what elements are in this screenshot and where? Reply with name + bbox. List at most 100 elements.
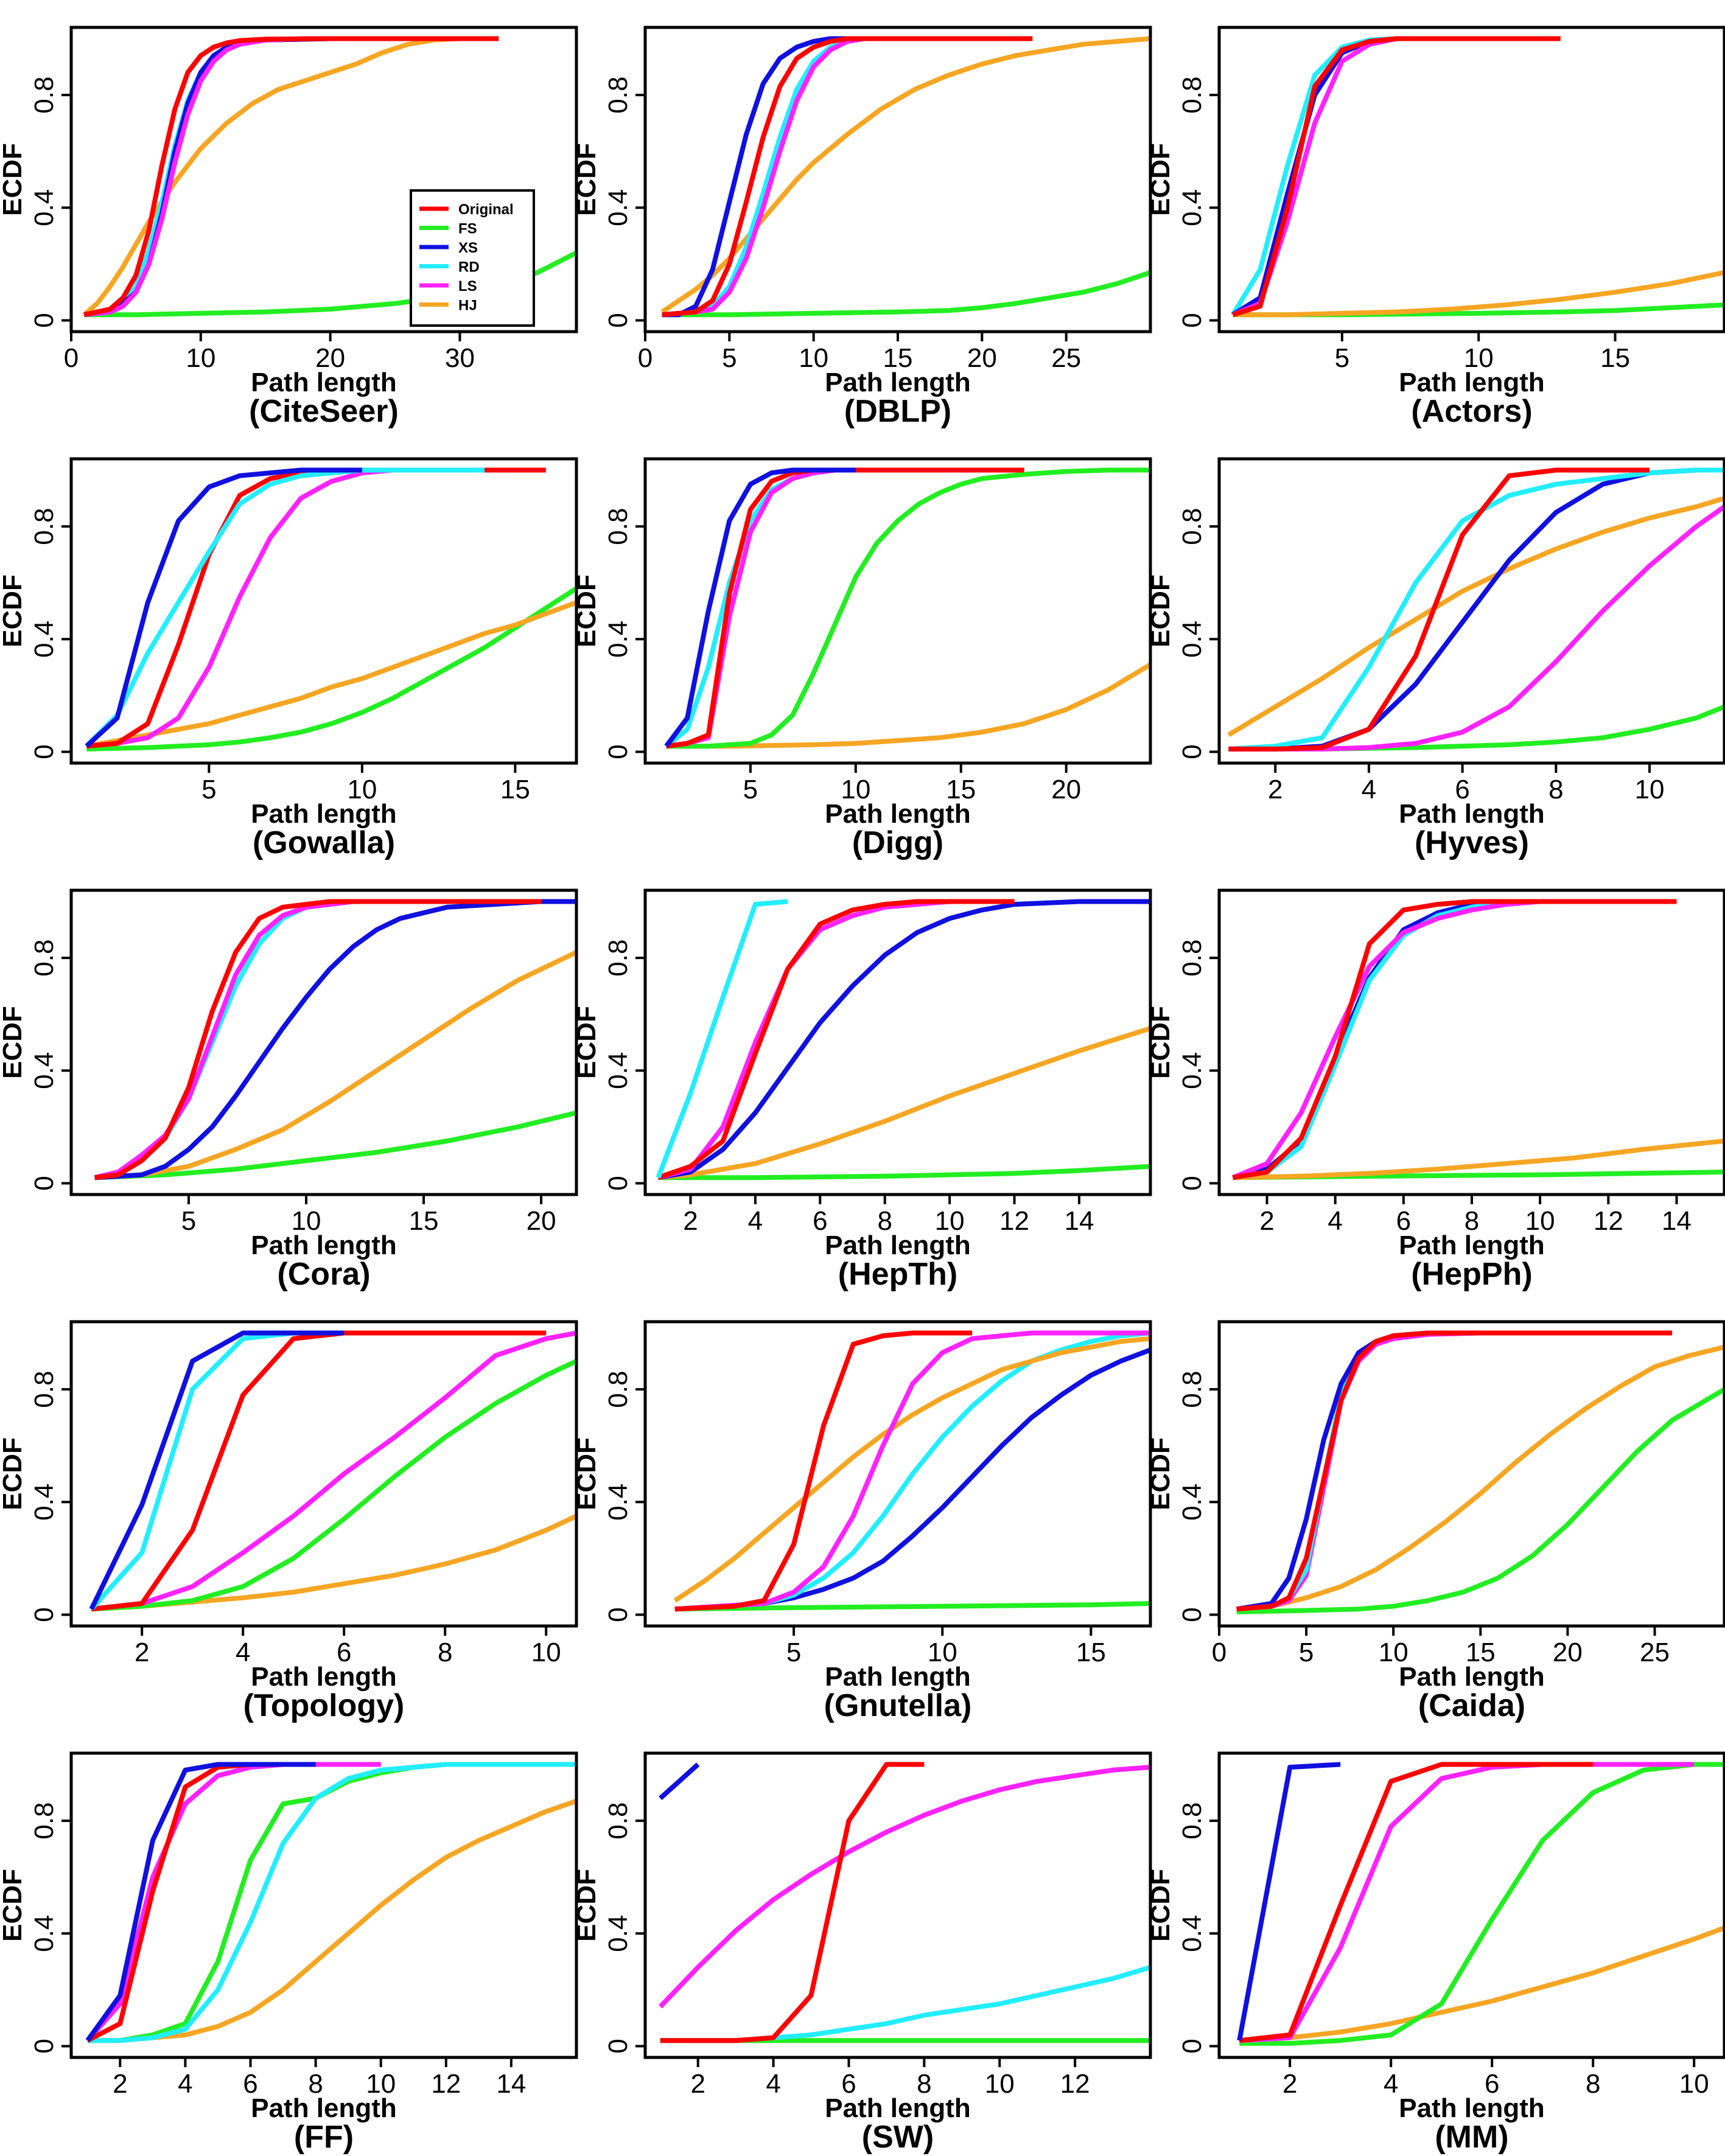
x-tick-label: 10 (1464, 343, 1494, 373)
series-original-line (674, 1330, 973, 1612)
series-xs-line (1237, 1762, 1341, 2041)
x-tick-label: 8 (1464, 1206, 1479, 1236)
y-tick-label: 0 (603, 313, 633, 327)
series-group (85, 467, 576, 752)
series-hj-line (1233, 270, 1724, 318)
x-tick-label: 14 (1064, 1206, 1094, 1236)
plot-frame (1217, 26, 1725, 333)
series-original-line (1236, 1330, 1673, 1612)
series-hj-line (1227, 495, 1724, 738)
x-tick-label: 8 (438, 1638, 452, 1667)
series-hj-line (82, 36, 460, 317)
y-tick-label: 0.4 (29, 621, 59, 658)
y-axis-title: ECDF (0, 143, 27, 216)
y-tick-label: 0.4 (603, 1915, 633, 1952)
series-group (94, 899, 576, 1181)
x-tick-label: 6 (337, 1638, 351, 1667)
y-axis-title: ECDF (1146, 1437, 1175, 1510)
series-xs-line (83, 36, 396, 318)
series-group (660, 36, 1150, 318)
x-tick-label: 14 (1662, 1206, 1692, 1236)
legend-label-fs: FS (458, 221, 477, 237)
plot-frame (1217, 1320, 1725, 1628)
x-tick-label: 20 (967, 343, 997, 373)
x-tick-label: 2 (1268, 775, 1282, 804)
y-tick-label: 0 (603, 2039, 633, 2053)
x-tick-label: 20 (1051, 775, 1081, 804)
plot-frame (1217, 457, 1725, 765)
y-tick-label: 0 (29, 1607, 59, 1622)
y-axis-title: ECDF (572, 574, 601, 647)
x-axis-title: Path length (1399, 1662, 1545, 1692)
series-original-line (662, 36, 1033, 318)
x-tick-label: 30 (445, 343, 475, 373)
legend-label-ls: LS (458, 278, 477, 295)
x-tick-label: 10 (928, 1638, 957, 1667)
panel-title: (Caida) (1418, 1688, 1525, 1723)
y-tick-label: 0.8 (29, 1371, 59, 1408)
x-tick-label: 12 (431, 2069, 461, 2099)
x-tick-label: 8 (917, 2069, 931, 2099)
y-tick-label: 0.4 (29, 1484, 59, 1521)
series-xs-line (659, 1762, 700, 1801)
series-group (1230, 36, 1724, 318)
x-tick-label: 20 (1553, 1638, 1583, 1667)
x-tick-label: 0 (638, 343, 653, 373)
panel-title: (Gowalla) (253, 825, 395, 860)
panel-mm: 2 4 6 8 10 0 0.4 0.8 Path length ECDF (MM) (1146, 1751, 1725, 2155)
y-tick-label: 0.8 (1177, 1802, 1207, 1840)
series-hj-line (657, 1026, 1150, 1181)
x-axis-title: Path length (251, 1662, 397, 1692)
x-tick-label: 15 (500, 775, 530, 804)
x-tick-label: 10 (1525, 1206, 1555, 1236)
x-tick-label: 0 (1212, 1638, 1226, 1667)
y-tick-label: 0.4 (603, 1052, 633, 1089)
y-tick-label: 0.4 (29, 1915, 59, 1952)
x-tick-label: 4 (1362, 775, 1376, 804)
y-axis-title: ECDF (1146, 574, 1175, 647)
series-rd-line (656, 899, 788, 1179)
x-tick-label: 2 (113, 2069, 127, 2099)
x-axis-title: Path length (251, 2093, 397, 2123)
x-tick-label: 4 (748, 1206, 763, 1236)
y-axis-title: ECDF (1146, 143, 1175, 216)
legend-label-xs: XS (458, 240, 478, 256)
x-tick-label: 15 (409, 1206, 439, 1236)
plot-frame (643, 1751, 1152, 2059)
x-tick-label: 6 (243, 2069, 257, 2099)
series-group (1231, 899, 1724, 1181)
y-tick-label: 0.4 (1177, 189, 1207, 226)
x-tick-label: 6 (813, 1206, 827, 1236)
series-ls-line (1231, 899, 1541, 1180)
panel-title: (FF) (294, 2119, 354, 2155)
series-group (89, 1330, 576, 1612)
y-axis-title: ECDF (572, 1869, 601, 1942)
y-tick-label: 0.8 (1177, 508, 1207, 545)
series-rd-line (87, 1762, 576, 2043)
x-tick-label: 15 (946, 775, 976, 804)
panel-citeseer: 0 10 20 30 0 0.4 0.8 Path length ECDF (CiteSeer) O… (0, 26, 578, 429)
series-hj-line (94, 950, 576, 1181)
panel-caida: 0 5 10 15 20 25 0 0.4 0.8 Path length ECDF (Caida) (1146, 1320, 1725, 1723)
plot-frame (643, 888, 1152, 1196)
series-group (673, 1330, 1150, 1612)
plot-frame (69, 1751, 578, 2059)
y-tick-label: 0.8 (603, 940, 633, 977)
panel-sw: 2 4 6 8 10 12 0 0.4 0.8 Path length ECDF (SW) (572, 1751, 1152, 2155)
x-tick-label: 20 (527, 1206, 556, 1236)
series-original-line (94, 899, 542, 1181)
x-axis-title: Path length (251, 1230, 397, 1260)
x-tick-label: 5 (1299, 1638, 1314, 1667)
y-tick-label: 0 (29, 744, 59, 759)
legend-label-original: Original (458, 201, 514, 218)
x-tick-label: 5 (743, 775, 758, 804)
legend: Original FS XS RD LS HJ (410, 189, 535, 327)
x-tick-label: 12 (999, 1206, 1029, 1236)
x-tick-label: 15 (883, 343, 913, 373)
panel-title: (Gnutella) (824, 1688, 972, 1723)
series-hj-line (673, 1336, 1150, 1603)
x-axis-title: Path length (1399, 368, 1545, 397)
panel-hyves: 2 4 6 8 10 0 0.4 0.8 Path length ECDF (Hyves) (1146, 457, 1725, 860)
y-axis-title: ECDF (0, 574, 27, 647)
